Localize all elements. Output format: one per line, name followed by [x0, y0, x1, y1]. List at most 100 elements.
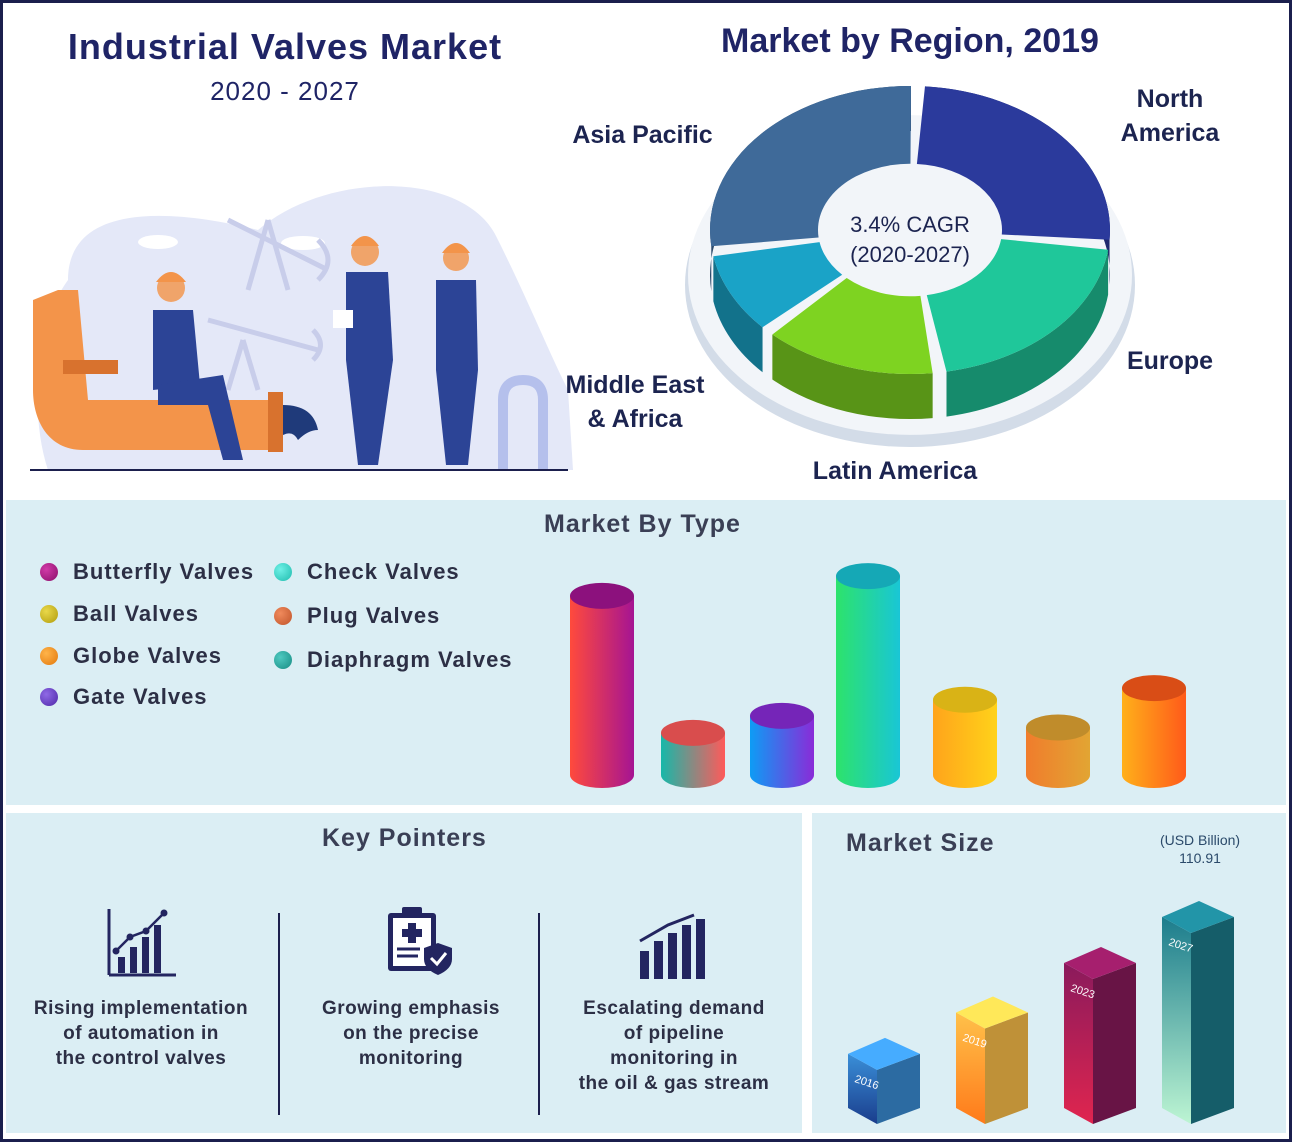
legend-dot — [40, 688, 58, 706]
hard-hat-icon — [156, 272, 186, 282]
legend-item-butterfly: Butterfly Valves — [40, 559, 254, 585]
legend-dot — [40, 563, 58, 581]
cloud-shape — [456, 180, 500, 194]
paper-sheet — [333, 310, 353, 328]
type-bar-plug-valves — [1026, 714, 1090, 788]
size-bar-2016: 2016 — [848, 1037, 920, 1124]
pointer-line: Escalating demand — [583, 998, 765, 1019]
workers-illustration — [30, 180, 573, 471]
market-by-type-bar-chart — [570, 563, 1186, 788]
region-label-line: Middle East — [565, 371, 705, 399]
region-label-middle-east-africa: Middle East & Africa — [545, 368, 725, 436]
donut-slice-latin-america — [772, 278, 933, 420]
pointer-line: Rising implementation — [33, 998, 249, 1019]
pointer-line: the control valves — [55, 1048, 227, 1069]
donut-slice-middle-east-africa — [713, 242, 843, 373]
pointer-text-pipeline: Escalating demand of pipeline monitoring… — [554, 996, 794, 1096]
worker-overalls — [346, 272, 393, 465]
line-growth-chart-icon — [107, 909, 176, 977]
key-pointers-title: Key Pointers — [322, 824, 487, 852]
size-bar-2027: 2027 — [1162, 901, 1234, 1124]
region-label-latin-america: Latin America — [780, 454, 1010, 488]
region-label-north-america: North America — [1090, 82, 1250, 150]
legend-label: Check Valves — [307, 559, 460, 584]
region-label-line: Asia Pacific — [572, 121, 713, 149]
pointer-line: the oil & gas stream — [578, 1073, 770, 1094]
legend-item-diaphragm: Diaphragm Valves — [274, 647, 513, 673]
page-title: Industrial Valves Market — [67, 26, 503, 67]
cagr-value: 3.4% CAGR — [850, 212, 970, 237]
page-subtitle: 2020 - 2027 — [210, 76, 360, 106]
type-bar-ball-valves — [933, 686, 997, 788]
pointer-line: monitoring — [358, 1048, 464, 1069]
legend-dot — [40, 605, 58, 623]
worker-overalls — [153, 310, 200, 390]
pipe-flange — [268, 392, 283, 452]
cagr-period: (2020-2027) — [850, 242, 970, 267]
market-size-bar-chart: 2016 2019 2023 2027 — [848, 901, 1234, 1124]
unit-label: (USD Billion) — [1159, 832, 1241, 848]
legend-dot — [274, 563, 292, 581]
legend-item-plug: Plug Valves — [274, 603, 440, 629]
donut-slice-asia-pacific — [710, 86, 911, 292]
legend-dot — [40, 647, 58, 665]
pointer-line: of automation in — [63, 1023, 219, 1044]
market-size-title: Market Size — [846, 829, 995, 857]
type-bar-diaphragm-valves — [661, 719, 725, 788]
type-bar-check-valves — [836, 563, 900, 788]
legend-dot — [274, 651, 292, 669]
legend-label: Gate Valves — [73, 684, 208, 709]
cagr-center-label: 3.4% CAGR (2020-2027) — [810, 210, 1010, 270]
pointer-line: of pipeline — [623, 1023, 725, 1044]
market-by-type-title: Market By Type — [544, 510, 741, 538]
donut-slice-north-america — [916, 86, 1110, 285]
pointer-divider — [278, 913, 280, 1115]
legend-label: Ball Valves — [73, 601, 199, 626]
pointer-divider — [538, 913, 540, 1115]
cloud-shape — [281, 236, 325, 250]
region-label-line: America — [1120, 119, 1220, 147]
pointer-line: Growing emphasis — [322, 998, 500, 1019]
pointer-text-monitoring: Growing emphasis on the precise monitori… — [296, 996, 526, 1071]
region-label-line: & Africa — [587, 405, 683, 433]
size-bar-2023: 2023 — [1064, 947, 1136, 1124]
pump-jack-icon — [207, 317, 323, 391]
legend-label: Plug Valves — [307, 603, 441, 628]
cloud-shape — [138, 235, 178, 249]
type-bar-butterfly-valves — [570, 582, 634, 788]
pointer-line: on the precise — [343, 1023, 479, 1044]
side-pipe — [498, 374, 548, 470]
size-bar-2019: 2019 — [956, 996, 1028, 1124]
legend-item-check: Check Valves — [274, 559, 460, 585]
pump-jack-icon — [226, 217, 331, 291]
region-label-asia-pacific: Asia Pacific — [555, 118, 730, 152]
water-splash — [283, 405, 318, 440]
hard-hat-icon — [442, 243, 470, 253]
legend-label: Butterfly Valves — [73, 559, 255, 584]
worker-legs — [158, 375, 243, 460]
region-label-line: North — [1136, 85, 1204, 113]
bar-growth-chart-icon — [639, 913, 705, 979]
worker-overalls — [436, 280, 478, 465]
key-pointers-panel: Key Pointers Rising implementation — [6, 813, 802, 1133]
region-label-europe: Europe — [1100, 344, 1240, 378]
type-bar-globe-valves — [1122, 675, 1186, 788]
legend-item-ball: Ball Valves — [40, 601, 199, 627]
market-size-annotation: (USD Billion) 110.91 — [1150, 831, 1250, 867]
pointer-line: monitoring in — [610, 1048, 738, 1069]
type-bar-gate-valves — [750, 702, 814, 788]
region-label-line: Latin America — [812, 457, 978, 485]
pointer-text-automation: Rising implementation of automation in t… — [16, 996, 266, 1071]
legend-dot — [274, 607, 292, 625]
region-chart-title: Market by Region, 2019 — [721, 22, 1099, 60]
donut-slice-europe — [926, 239, 1109, 417]
hard-hat-icon — [351, 236, 379, 246]
legend-label: Globe Valves — [73, 643, 222, 668]
pipe-flange — [63, 360, 118, 374]
region-label-line: Europe — [1126, 347, 1214, 375]
legend-item-globe: Globe Valves — [40, 643, 222, 669]
value-label: 110.91 — [1179, 850, 1221, 866]
legend-label: Diaphragm Valves — [307, 647, 513, 672]
region-donut-chart — [685, 86, 1135, 447]
